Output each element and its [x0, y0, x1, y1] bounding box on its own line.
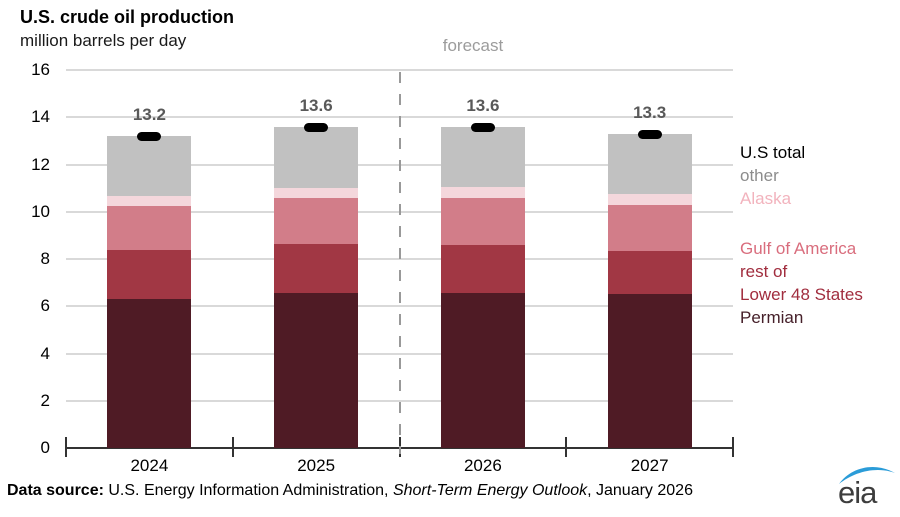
eia-logo-text: eia [838, 475, 877, 510]
data-source-publication: Short-Term Energy Outlook [392, 482, 588, 499]
gridline [66, 69, 733, 71]
bar-segment-permian [440, 293, 525, 448]
data-source-date: , January 2026 [587, 482, 693, 499]
bar-segment-other [607, 133, 692, 195]
bar-segment-other [107, 136, 192, 197]
y-axis-tick-label: 14 [31, 107, 50, 127]
x-axis-tick [732, 437, 734, 457]
bar-segment-rest-of-lower-48-states [107, 249, 192, 300]
bar-segment-alaska [274, 188, 359, 198]
x-axis-category-label: 2026 [463, 456, 502, 475]
legend-item-alaska: Alaska [740, 189, 792, 208]
bar-segment-rest-of-lower-48-states [440, 244, 525, 294]
legend-item-other: other [740, 166, 779, 185]
chart-legend: U.S total other Alaska Gulf of America rest … [740, 141, 863, 329]
us-total-marker [470, 122, 495, 132]
bar-segment-alaska [440, 186, 525, 198]
y-axis-tick-label: 10 [31, 201, 50, 221]
bar-segment-permian [274, 293, 359, 448]
x-axis-tick [231, 437, 234, 457]
y-axis-tick-label: 16 [31, 60, 50, 79]
y-axis-tick-label: 4 [40, 343, 50, 363]
y-axis-tick-label: 6 [40, 296, 50, 316]
bar-segment-other [274, 126, 359, 189]
legend-item-gulf-of-america: Gulf of America [740, 239, 857, 258]
legend-item-lower-48-states: Lower 48 States [740, 285, 863, 304]
x-axis-category-label: 2025 [297, 456, 336, 475]
bar-segment-permian [607, 294, 692, 448]
y-axis-tick-label: 2 [40, 390, 50, 410]
bar-segment-gulf-of-america [107, 205, 192, 250]
bar-segment-permian [107, 299, 192, 448]
us-total-marker [637, 129, 662, 139]
bar-segment-gulf-of-america [440, 197, 525, 245]
legend-item-rest-of: rest of [740, 262, 788, 281]
y-axis-tick-label: 8 [40, 249, 50, 268]
forecast-divider-line [398, 72, 401, 454]
y-axis-tick-label: 12 [31, 154, 50, 174]
bar-segment-rest-of-lower-48-states [274, 243, 359, 294]
eia-logo: eia [836, 461, 896, 513]
bar-segment-alaska [107, 196, 192, 206]
x-axis-category-label: 2024 [130, 456, 169, 475]
data-source-prefix: Data source: [7, 482, 109, 499]
chart-title: U.S. crude oil production [20, 7, 235, 27]
legend-item-u-s-total: U.S total [740, 143, 806, 162]
x-axis-category-label: 2027 [630, 456, 669, 475]
us-total-marker [137, 132, 162, 142]
bar-segment-other [440, 126, 525, 187]
legend-item-permian: Permian [740, 308, 804, 327]
data-source-org: U.S. Energy Information Administration, [108, 482, 393, 499]
x-axis-tick [65, 437, 67, 457]
x-axis-tick [565, 437, 568, 457]
bar-total-label: 13.6 [466, 95, 500, 115]
chart-subtitle: million barrels per day [20, 31, 187, 50]
bar-segment-gulf-of-america [607, 204, 692, 251]
bar-segment-alaska [607, 194, 692, 205]
y-axis-tick-label: 0 [40, 438, 50, 457]
bar-segment-rest-of-lower-48-states [607, 250, 692, 295]
bar-total-label: 13.3 [633, 102, 667, 122]
eia-swoosh-icon [839, 466, 895, 484]
forecast-label: forecast [442, 36, 504, 55]
bar-total-label: 13.6 [299, 95, 333, 115]
bar-total-label: 13.2 [132, 105, 166, 125]
data-source-note: Data source: U.S. Energy Information Adm… [7, 482, 693, 500]
us-total-marker [304, 122, 329, 132]
bar-segment-gulf-of-america [274, 197, 359, 244]
